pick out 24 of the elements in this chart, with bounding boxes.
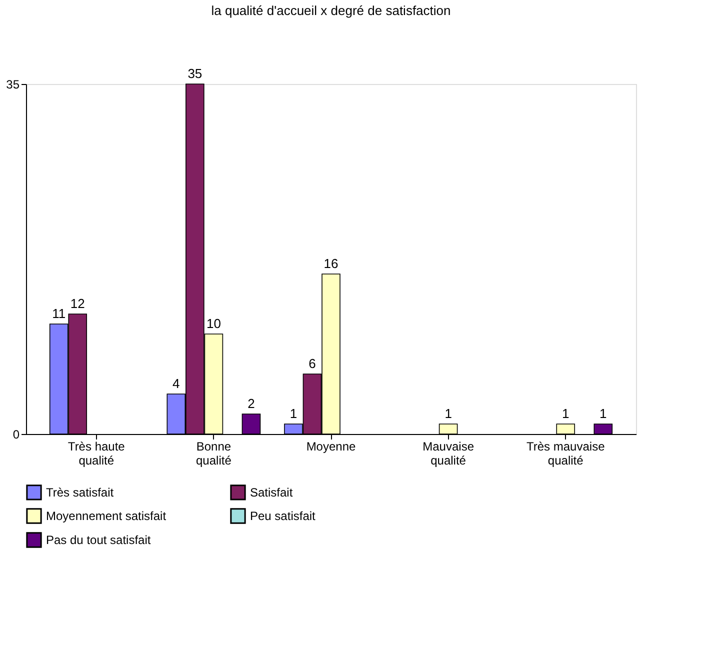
x-tick-label: Moyenne [306, 440, 356, 454]
x-tick-label: Mauvaise qualité [422, 440, 474, 468]
data-label: 1 [600, 406, 607, 421]
data-label: 35 [188, 66, 202, 81]
data-label: 1 [444, 406, 452, 421]
legend-label: Satisfait [250, 485, 294, 500]
legend-label: Pas du tout satisfait [46, 533, 152, 547]
data-label: 12 [70, 296, 85, 311]
data-label: 1 [562, 406, 570, 421]
legend-label: Moyennement satisfait [46, 509, 167, 523]
x-tick-label: Très mauvaise qualité [526, 440, 606, 468]
data-label: 1 [290, 406, 298, 421]
data-label: 2 [248, 396, 255, 411]
legend-label: Peu satisfait [250, 509, 316, 523]
data-label: 4 [172, 376, 180, 391]
x-tick-label: Bonne qualité [196, 440, 232, 468]
data-label: 6 [308, 356, 316, 371]
x-tick-label: Très haute qualité [68, 440, 126, 468]
data-label: 16 [324, 256, 338, 271]
data-label: 11 [52, 306, 66, 321]
y-tick-label: 0 [12, 428, 20, 442]
legend-label: Très satisfait [46, 485, 114, 500]
data-label: 10 [206, 316, 221, 331]
chart-title: la qualité d'accueil x degré de satisfaction [211, 3, 451, 18]
